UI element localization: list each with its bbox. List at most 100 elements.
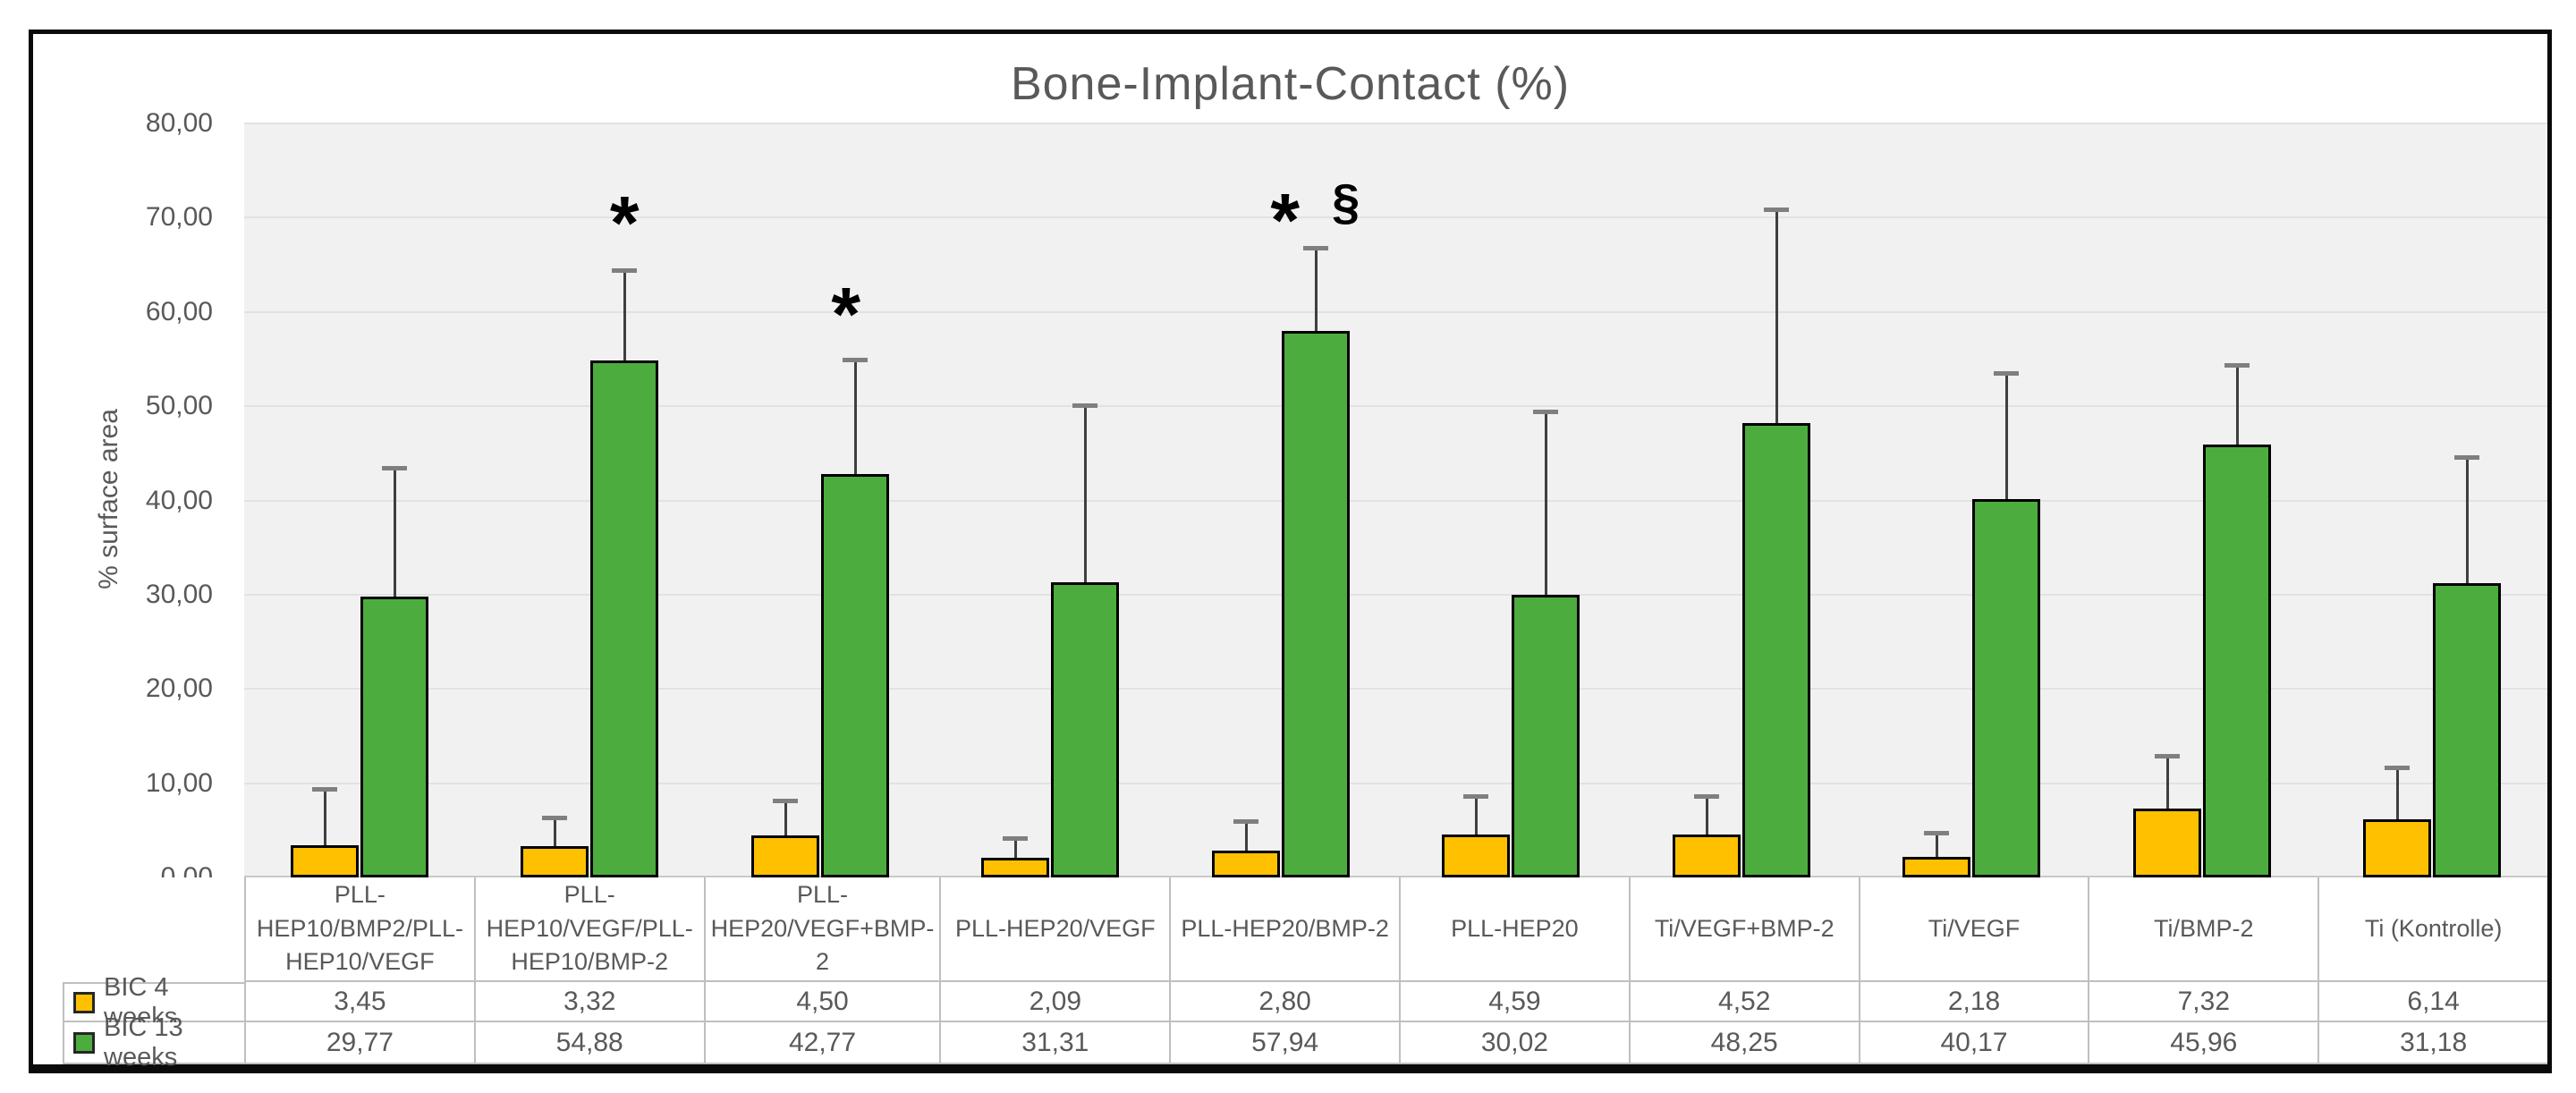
value-cell-row0-col1: 3,32 [473, 982, 704, 1022]
bar-bic-4-weeks-1 [521, 846, 589, 877]
error-bar-cap [1233, 818, 1258, 824]
y-tick-label: 40,00 [145, 485, 213, 515]
gridline [244, 310, 2547, 313]
error-bar-cap [612, 268, 638, 274]
category-header-6: Ti/VEGF+BMP-2 [1628, 877, 1859, 982]
table-corner-blank [63, 877, 244, 982]
value-cell-row0-col9: 6,14 [2318, 982, 2547, 1022]
error-bar-cap [2385, 765, 2411, 770]
value-cell-row1-col9: 31,18 [2318, 1022, 2547, 1064]
error-bar-cap [542, 815, 568, 820]
bar-bic-4-weeks-2 [750, 835, 819, 877]
error-bar-cap [381, 465, 407, 470]
gridline [244, 593, 2547, 596]
data-table: PLL-HEP10/BMP2/PLL-HEP10/VEGF PLL-HEP10/V… [63, 877, 2547, 1072]
gridline [244, 688, 2547, 691]
error-bar [784, 800, 787, 835]
error-bar [1936, 833, 1939, 858]
bar-bic-13-weeks-5 [1512, 594, 1580, 877]
bar-bic-13-weeks-0 [360, 597, 428, 877]
category-header-0: PLL-HEP10/BMP2/PLL-HEP10/VEGF [244, 877, 474, 982]
error-bar [1705, 796, 1708, 835]
category-header-2: PLL-HEP20/VEGF+BMP-2 [703, 877, 940, 982]
y-tick-label: 60,00 [145, 296, 213, 326]
legend-label: BIC 13 weeks [104, 1013, 183, 1072]
error-bar-cap [311, 786, 337, 792]
error-bar-cap [1463, 794, 1489, 800]
value-cell-row0-col7: 2,18 [1858, 982, 2089, 1022]
bar-bic-13-weeks-2 [820, 474, 889, 877]
y-tick-label: 50,00 [145, 391, 213, 421]
value-cell-row0-col4: 2,80 [1169, 982, 1400, 1022]
bar-bic-13-weeks-3 [1051, 582, 1120, 877]
gridline [244, 499, 2547, 502]
error-bar [2005, 373, 2009, 499]
chart-title: Bone-Implant-Contact (%) [1010, 58, 1571, 110]
gridline [244, 123, 2547, 124]
category-header-3: PLL-HEP20/VEGF [939, 877, 1170, 982]
value-cell-row1-col4: 57,94 [1169, 1022, 1400, 1064]
value-cell-row0-col8: 7,32 [2088, 982, 2318, 1022]
gridline [244, 216, 2547, 219]
error-bar [2396, 767, 2400, 820]
bar-bic-4-weeks-6 [1672, 835, 1741, 877]
significance-asterisk: * [1270, 177, 1301, 262]
bar-bic-13-weeks-9 [2433, 583, 2502, 877]
error-bar-cap [772, 798, 798, 803]
legend-cell-bic-4-weeks: BIC 4 weeks [63, 973, 244, 1031]
legend-cell-bic-13-weeks: BIC 13 weeks [63, 1013, 244, 1072]
bar-bic-4-weeks-9 [2363, 819, 2432, 877]
error-bar [1314, 248, 1318, 332]
y-tick-label: 80,00 [145, 108, 213, 138]
error-bar-cap [842, 358, 868, 363]
error-bar [623, 270, 627, 360]
y-tick-label: 70,00 [145, 202, 213, 233]
value-cell-row1-col7: 40,17 [1858, 1022, 2089, 1064]
bar-bic-4-weeks-3 [981, 857, 1050, 877]
error-bar-cap [1693, 794, 1719, 800]
y-tick-label: 30,00 [145, 579, 213, 609]
error-bar-cap [1072, 403, 1098, 409]
category-header-1: PLL-HEP10/VEGF/PLL-HEP10/BMP-2 [473, 877, 704, 982]
value-cell-row0-col2: 4,50 [703, 982, 940, 1022]
error-bar-cap [2224, 362, 2250, 368]
value-cell-row1-col3: 31,31 [939, 1022, 1170, 1064]
gridline [244, 782, 2547, 784]
value-cell-row1-col0: 29,77 [244, 1022, 474, 1064]
value-cell-row0-col3: 2,09 [939, 982, 1170, 1022]
error-bar [554, 817, 557, 846]
bar-bic-4-weeks-8 [2132, 808, 2201, 877]
error-bar-cap [1533, 410, 1559, 415]
category-header-4: PLL-HEP20/BMP-2 [1169, 877, 1400, 982]
error-bar [1545, 411, 1548, 595]
value-cell-row1-col1: 54,88 [473, 1022, 704, 1064]
error-bar [853, 360, 857, 475]
error-bar-cap [1302, 246, 1328, 251]
error-bar-cap [1003, 835, 1029, 841]
error-bar [1244, 820, 1248, 852]
value-cell-row0-col6: 4,52 [1628, 982, 1859, 1022]
error-bar-cap [1994, 371, 2020, 377]
category-header-5: PLL-HEP20 [1399, 877, 1629, 982]
significance-asterisk: * [831, 271, 861, 356]
category-header-9: Ti (Kontrolle) [2318, 877, 2547, 982]
error-bar [2165, 756, 2169, 809]
bar-bic-13-weeks-6 [1741, 422, 1810, 877]
error-bar [323, 788, 326, 845]
value-cell-row1-col6: 48,25 [1628, 1022, 1859, 1064]
bar-bic-13-weeks-1 [590, 360, 659, 877]
error-bar [1014, 837, 1018, 858]
bar-bic-13-weeks-7 [1972, 498, 2041, 877]
legend-swatch-bic-4-weeks [73, 991, 95, 1013]
category-header-7: Ti/VEGF [1858, 877, 2089, 982]
error-bar-cap [2454, 455, 2480, 461]
value-cell-row0-col0: 3,45 [244, 982, 474, 1022]
error-bar-cap [1924, 831, 1950, 836]
x-axis-line [244, 876, 2547, 877]
error-bar [1475, 796, 1479, 835]
bar-bic-4-weeks-4 [1211, 851, 1280, 877]
legend-swatch-bic-13-weeks [73, 1031, 95, 1054]
bar-bic-13-weeks-4 [1281, 331, 1350, 877]
value-cell-row1-col5: 30,02 [1399, 1022, 1629, 1064]
